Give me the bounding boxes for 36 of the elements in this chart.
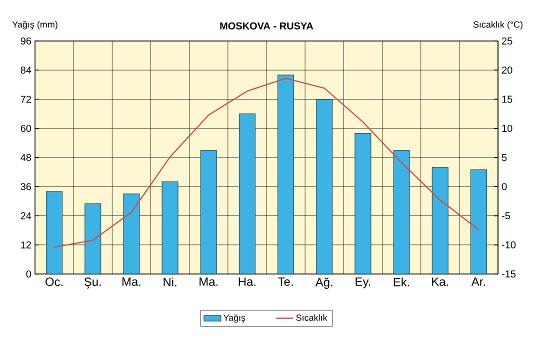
y-tick-label: 84	[20, 66, 32, 74]
x-tick-label: Te.	[278, 278, 293, 286]
y2-tick-label: 10	[502, 124, 512, 132]
y2-tick-label: -15	[502, 270, 516, 278]
y-tick-label: 0	[26, 270, 32, 278]
y-tick-label: 96	[20, 37, 32, 45]
x-tick-label: Ek.	[394, 278, 410, 286]
x-tick-label: Ha.	[238, 278, 256, 286]
y-tick-label: 36	[20, 183, 32, 190]
y2-tick-label: -5	[502, 212, 510, 220]
x-tick-label: Ar.	[471, 278, 485, 286]
line-series	[54, 78, 480, 248]
y2-axis-title: Sıcaklık (°C)	[473, 21, 522, 30]
y-tick-label: 60	[20, 124, 32, 132]
x-tick-label: Ey.	[356, 278, 370, 288]
y2-tick-label: -10	[502, 241, 516, 248]
y-axis-title: Yağış (mm)	[12, 20, 58, 30]
legend-label: Sıcaklık	[296, 314, 328, 321]
legend-label: Yağış	[223, 314, 246, 323]
x-tick-label: Ka.	[432, 278, 448, 286]
x-tick-label: Ni.	[164, 278, 176, 286]
x-tick-label: Oc.	[46, 278, 63, 286]
y-tick-label: 48	[20, 154, 32, 162]
x-tick-label: Şu.	[84, 278, 101, 288]
x-tick-label: Ma.	[122, 278, 140, 286]
x-tick-label: Ma.	[200, 278, 218, 286]
y-tick-label: 72	[20, 96, 31, 103]
y-tick-label: 24	[20, 212, 32, 220]
y2-tick-label: 15	[502, 96, 512, 103]
y2-tick-label: 20	[502, 66, 512, 74]
y2-tick-label: 25	[502, 37, 512, 45]
x-tick-label: Ağ.	[315, 278, 332, 289]
y-tick-label: 12	[21, 241, 31, 248]
chart-title: MOSKOVA - RUSYA	[220, 22, 314, 30]
y2-tick-label: 0	[502, 183, 507, 190]
y2-tick-label: 5	[502, 154, 507, 161]
